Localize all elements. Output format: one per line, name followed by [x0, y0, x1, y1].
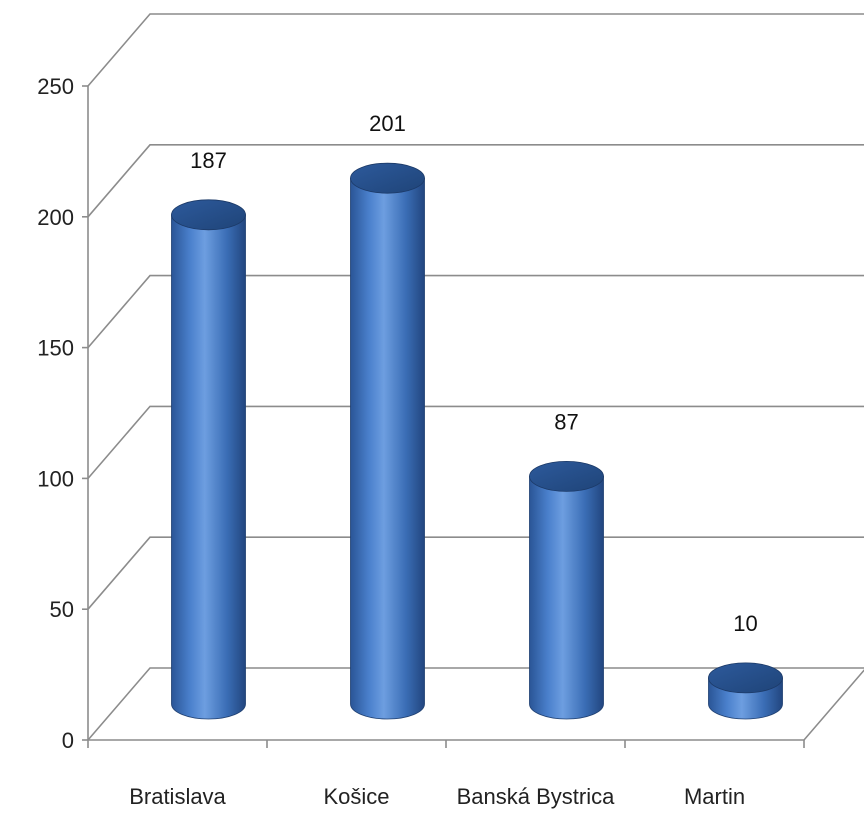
bar: [350, 162, 425, 720]
x-category-label: Bratislava: [129, 784, 226, 809]
gridline: [87, 274, 864, 349]
bar-body: [350, 177, 425, 720]
bar-cap: [708, 662, 783, 694]
data-label: 87: [554, 409, 578, 434]
y-tick-label: 0: [62, 728, 74, 753]
x-category-label: Banská Bystrica: [457, 784, 615, 809]
data-label: 201: [369, 111, 406, 136]
gridline: [87, 536, 864, 610]
x-category-label: Martin: [684, 784, 745, 809]
gridline: [87, 144, 864, 218]
bars: [171, 162, 783, 720]
gridline: [87, 667, 864, 741]
bar-body: [171, 214, 246, 720]
y-axis-tick-labels: 0 50 100 150 200 250: [37, 74, 74, 753]
bar: [171, 199, 246, 720]
bar: [529, 461, 604, 720]
y-tick-label: 200: [37, 205, 74, 230]
bar-cap: [171, 199, 246, 231]
data-label: 10: [733, 611, 757, 636]
gridlines: [87, 13, 864, 741]
y-tick-label: 100: [37, 466, 74, 491]
data-label: 187: [190, 148, 227, 173]
x-axis-category-labels: Bratislava Košice Banská Bystrica Martin: [129, 784, 745, 809]
y-tick-label: 50: [50, 597, 74, 622]
gridline: [87, 13, 864, 87]
gridline: [87, 405, 864, 479]
y-tick-label: 150: [37, 336, 74, 361]
x-category-label: Košice: [323, 784, 389, 809]
bar-body: [529, 476, 604, 720]
bar-cap: [350, 162, 425, 194]
data-labels: 187 201 87 10: [190, 111, 758, 636]
bar-cap: [529, 461, 604, 492]
axes: [82, 85, 864, 748]
bar: [708, 662, 783, 720]
y-tick-label: 250: [37, 74, 74, 99]
